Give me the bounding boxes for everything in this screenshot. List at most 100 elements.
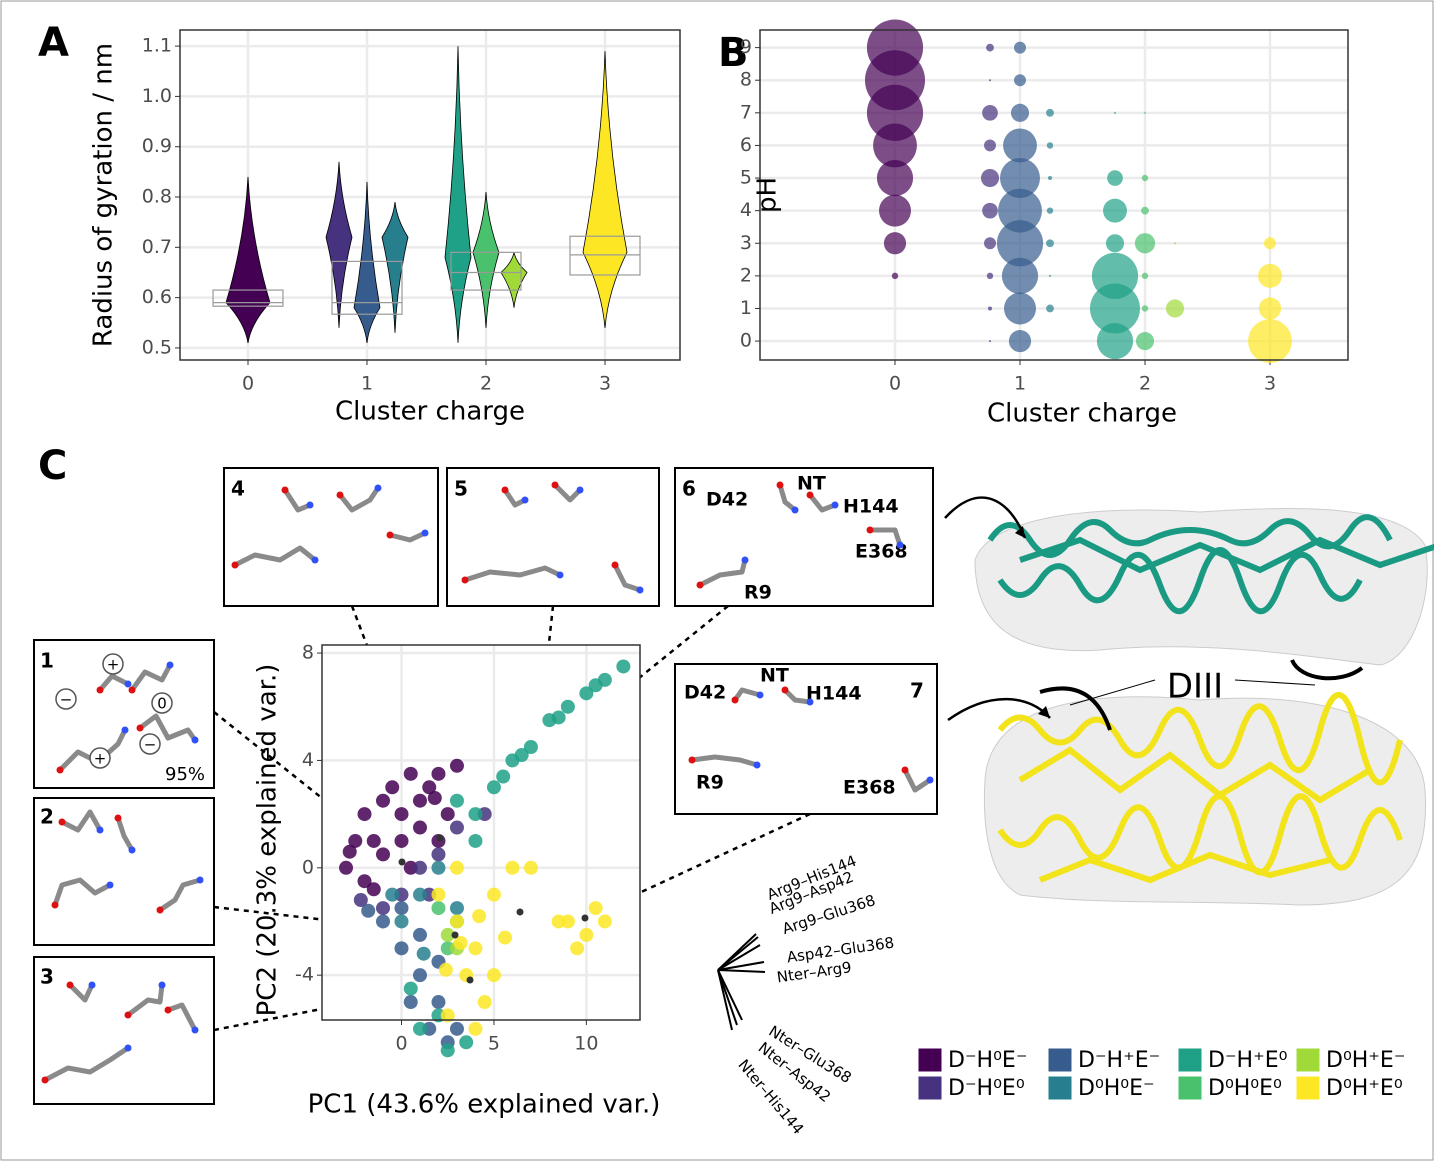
bubble — [1046, 207, 1054, 214]
inset-box — [674, 467, 934, 607]
nitrogen — [96, 826, 104, 834]
point — [570, 941, 585, 956]
legend-label: D⁻H⁺E⁰ — [1208, 1048, 1288, 1073]
residue-stick — [777, 482, 798, 513]
bubble — [1046, 108, 1054, 117]
residue-stick — [337, 485, 381, 513]
loading-arrow — [717, 969, 766, 973]
oxygen — [164, 1006, 172, 1014]
legend-swatch — [1047, 1047, 1073, 1073]
legend-swatch — [1177, 1075, 1203, 1101]
x-axis-title: Cluster charge — [335, 397, 525, 427]
x-axis-title: PC1 (43.6% explained var.) — [308, 1090, 661, 1120]
point — [366, 833, 381, 848]
point — [453, 935, 468, 950]
point — [440, 927, 455, 942]
residue-stick — [502, 487, 528, 508]
bubble — [987, 306, 993, 311]
bubble — [998, 188, 1042, 233]
point — [348, 833, 363, 848]
point — [342, 844, 357, 859]
bubble — [1096, 322, 1134, 360]
charge-label: − — [144, 736, 157, 754]
nitrogen — [374, 484, 382, 492]
bubble — [866, 19, 924, 76]
point — [551, 710, 566, 725]
nitrogen — [124, 680, 132, 688]
y-tick-label: 1 — [740, 297, 752, 319]
panel-label: A — [38, 20, 69, 66]
residue-stick — [282, 487, 313, 513]
bubble — [1107, 170, 1123, 186]
residue-stick — [165, 1002, 198, 1033]
point — [431, 766, 446, 781]
point — [514, 748, 529, 763]
point — [588, 901, 603, 916]
bubble — [1010, 103, 1030, 122]
point — [366, 882, 381, 897]
residue-label: NT — [797, 473, 826, 495]
point — [353, 893, 368, 908]
nitrogen — [556, 571, 564, 579]
residue-label: D42 — [684, 682, 726, 704]
ribbon — [997, 692, 1403, 884]
nitrogen — [306, 501, 314, 509]
y-tick-label: 1.1 — [142, 35, 172, 57]
oxygen — [128, 686, 136, 694]
inset-box — [223, 467, 439, 607]
x-tick-label: 5 — [488, 1033, 500, 1055]
point — [412, 887, 427, 902]
legend-swatch — [1295, 1047, 1321, 1073]
oxygen — [688, 756, 696, 764]
loading-arrow — [717, 969, 743, 1021]
bubble — [1091, 252, 1139, 299]
bubble — [1264, 237, 1276, 250]
charge-circle — [151, 692, 173, 714]
legend-swatch — [917, 1047, 943, 1073]
residue-stick — [67, 982, 95, 1003]
bracket — [1039, 686, 1112, 731]
point — [376, 793, 391, 808]
legend-label: D⁰H⁰E⁻ — [1078, 1076, 1155, 1101]
plot-background — [760, 30, 1348, 360]
nitrogen — [636, 586, 644, 594]
x-tick-label: 3 — [599, 373, 611, 395]
loading-arrow — [717, 944, 761, 971]
point — [551, 914, 566, 929]
oxygen — [56, 766, 64, 774]
y-tick-label: 0.7 — [142, 236, 172, 258]
y-tick-label: 7 — [740, 101, 752, 123]
point — [449, 860, 464, 875]
point — [394, 807, 409, 822]
point — [468, 1021, 483, 1036]
nitrogen — [521, 496, 529, 504]
inset-number: 7 — [910, 679, 924, 703]
bubble — [1141, 206, 1149, 215]
domain-label: DIII — [1167, 667, 1223, 707]
oxygen — [96, 686, 104, 694]
point — [588, 678, 603, 693]
arrowhead — [1038, 706, 1050, 718]
point — [477, 995, 492, 1010]
point — [376, 914, 391, 929]
x-axis-title: Cluster charge — [987, 399, 1177, 429]
bubble — [1090, 283, 1140, 334]
loading-arrow — [717, 961, 765, 971]
charge-circle — [102, 653, 124, 675]
y-tick-label: 2 — [740, 264, 752, 286]
inset-number: 1 — [40, 649, 54, 673]
inset-number: 2 — [40, 805, 54, 829]
residue-stick — [129, 662, 173, 693]
bubble — [876, 159, 914, 197]
nitrogen — [124, 1044, 132, 1052]
point — [486, 887, 501, 902]
panel-label: C — [38, 443, 67, 489]
point — [579, 927, 594, 942]
nitrogen — [88, 981, 96, 989]
x-tick-label: 1 — [361, 373, 373, 395]
loading-arrow — [717, 969, 733, 1031]
oxygen — [731, 696, 739, 704]
oxygen — [336, 491, 344, 499]
point — [412, 820, 427, 835]
nitrogen — [106, 881, 114, 889]
